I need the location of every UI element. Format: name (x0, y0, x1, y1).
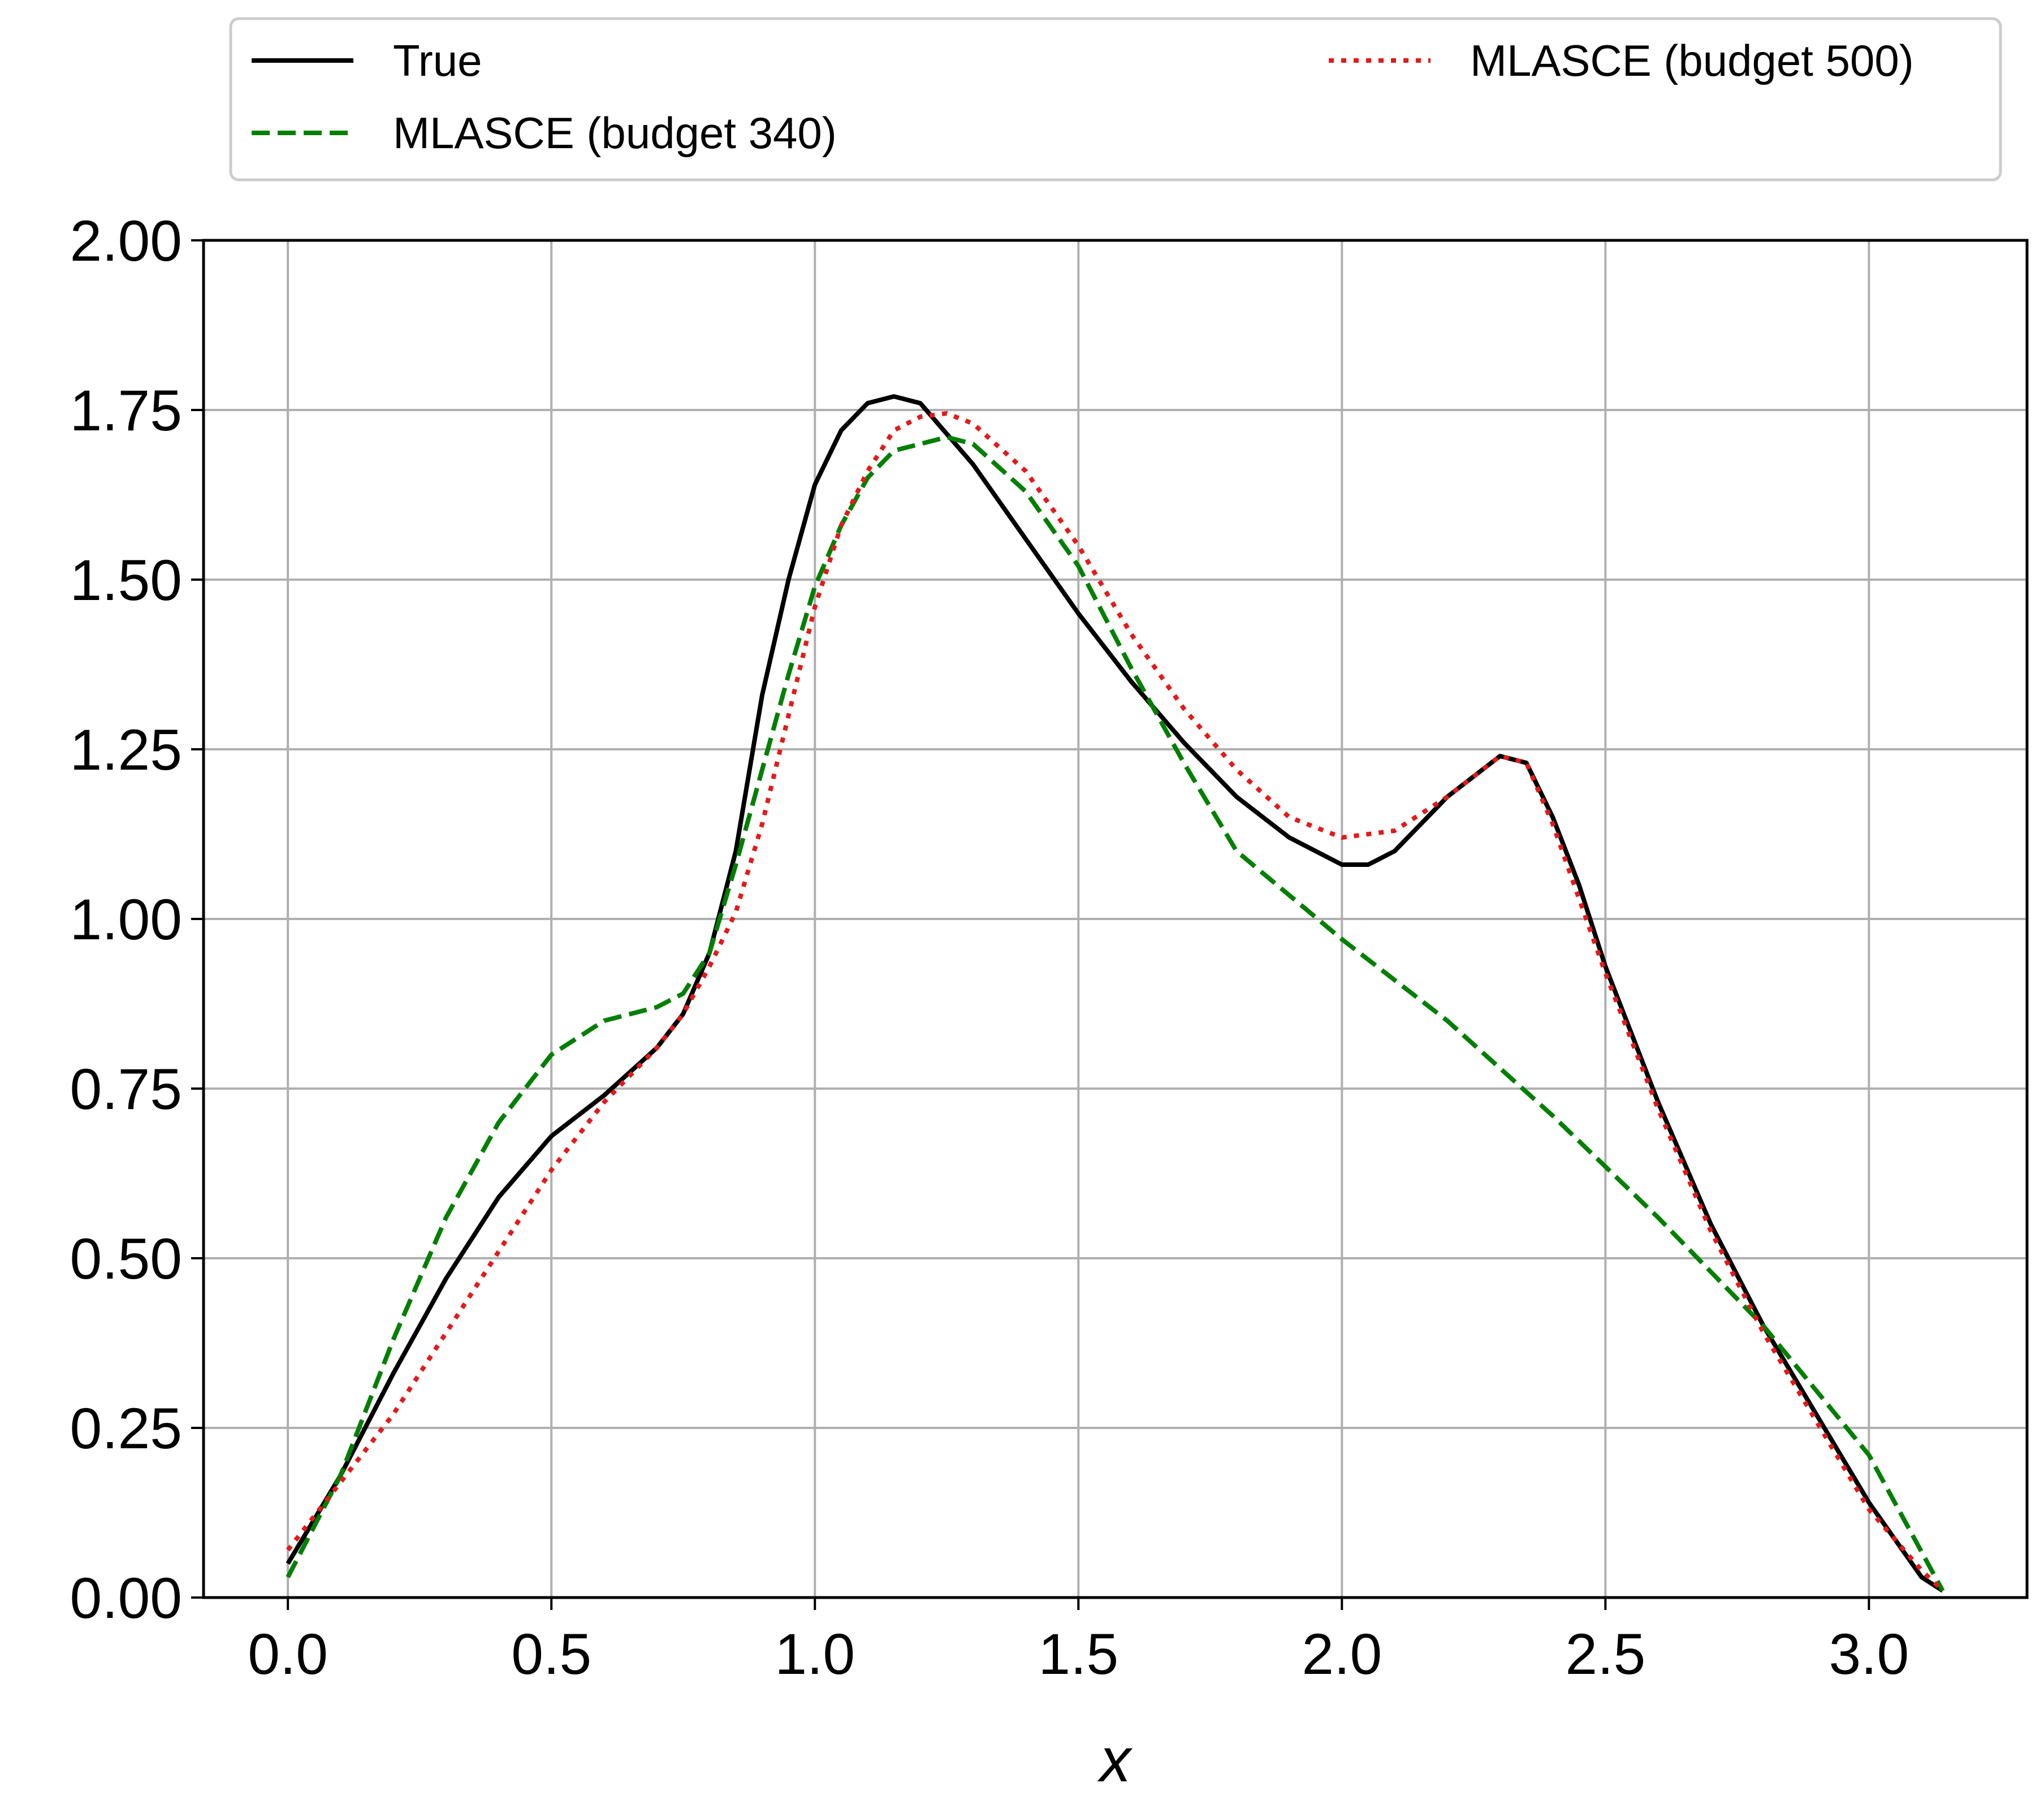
y-tick-label: 2.00 (70, 209, 182, 273)
y-tick-label: 0.50 (70, 1227, 182, 1291)
grid-lines (204, 239, 2027, 1599)
series-line-1 (286, 394, 1944, 1593)
legend-label: MLASCE (budget 500) (1470, 36, 1914, 85)
y-tick-label: 1.75 (70, 378, 182, 443)
x-tick-label: 1.0 (775, 1622, 855, 1686)
series-line-3 (286, 411, 1944, 1592)
x-tick-label: 1.5 (1038, 1622, 1118, 1686)
y-tick-label: 0.25 (70, 1396, 182, 1461)
y-tick-label: 0.75 (70, 1057, 182, 1121)
legend-box (229, 17, 2002, 182)
x-tick-label: 0.0 (248, 1622, 328, 1686)
y-tick-label: 1.25 (70, 718, 182, 782)
y-tick-label: 1.00 (70, 887, 182, 952)
legend-label: True (393, 36, 482, 85)
x-tick-label: 3.0 (1829, 1622, 1909, 1686)
legend-label: MLASCE (budget 340) (393, 108, 837, 158)
x-axis-label: x (1097, 1725, 1133, 1795)
x-tick-label: 2.0 (1302, 1622, 1382, 1686)
legend: True MLASCE (budget 340) MLASCE (budget 50… (229, 17, 2002, 182)
y-tick-label: 0.00 (70, 1566, 182, 1630)
x-tick-label: 2.5 (1565, 1622, 1645, 1686)
y-axis-ticks: 0.00 0.25 0.50 0.75 1.00 1.25 1.50 1.75 2.00 (70, 209, 204, 1630)
y-tick-label: 1.50 (70, 548, 182, 612)
x-tick-label: 0.5 (511, 1622, 591, 1686)
x-axis-ticks: 0.0 0.5 1.0 1.5 2.0 2.5 3.0 (248, 1598, 1909, 1686)
series-lines (286, 394, 1945, 1593)
series-line-2 (286, 435, 1945, 1592)
